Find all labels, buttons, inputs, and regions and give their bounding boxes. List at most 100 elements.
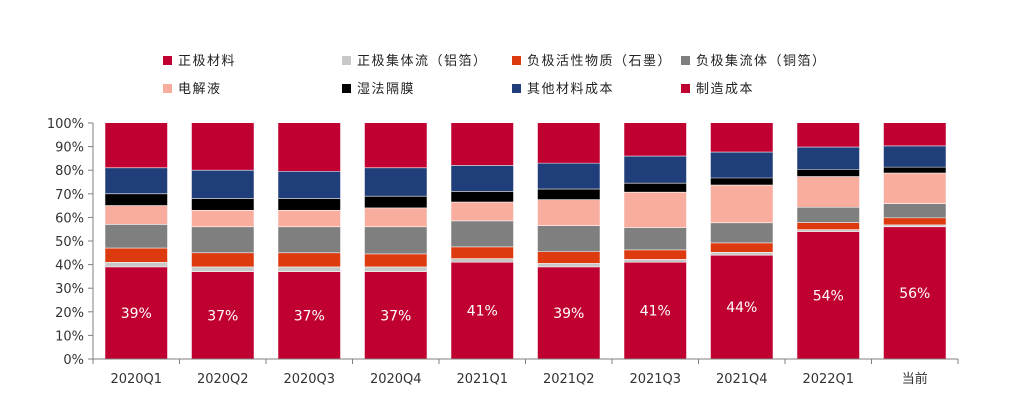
legend-label: 负极集流体（铜箔） (696, 53, 827, 69)
bar-segment (537, 225, 600, 252)
bar-stack: 37% (191, 123, 254, 359)
bar-segment (105, 167, 168, 194)
bar-segment (451, 191, 514, 203)
bar-segment (364, 271, 427, 359)
y-tick-label: 90% (55, 141, 84, 156)
y-tick-label: 30% (55, 282, 84, 297)
legend-swatch (342, 56, 351, 65)
legend-item: 湿法隔膜 (342, 82, 415, 97)
bar-segment (624, 123, 687, 157)
bar-segment (278, 210, 341, 227)
bar-segment (624, 249, 687, 260)
x-tick-label: 2020Q4 (370, 372, 422, 387)
x-tick-label: 2022Q1 (802, 372, 854, 387)
data-label: 54% (813, 288, 844, 304)
bar-segment (624, 259, 687, 263)
data-label: 41% (467, 304, 498, 320)
bar-segment (451, 220, 514, 247)
bar-segment (451, 202, 514, 221)
x-tick-label: 2021Q4 (716, 372, 768, 387)
legend-label: 电解液 (178, 82, 222, 97)
bar-segment (278, 226, 341, 253)
bar-segment (883, 123, 946, 146)
bar-segment (537, 266, 600, 359)
bar-segment (278, 271, 341, 359)
x-tick-label: 2021Q1 (456, 372, 508, 387)
bar-segment (364, 196, 427, 208)
bar-stack: 44% (710, 123, 773, 359)
bar-segment (451, 123, 514, 166)
bar-stack: 37% (278, 123, 341, 359)
data-label: 44% (726, 300, 757, 316)
x-tick-label: 2020Q2 (197, 372, 249, 387)
y-axis: 0% 10% 20% 30% 40% 50% 60% 70% 80% 90% 100% (47, 117, 94, 368)
bar-segment (105, 123, 168, 168)
bar-segment (278, 198, 341, 211)
bar-segment (451, 246, 514, 259)
bar-stack: 39% (537, 123, 600, 359)
legend-label: 湿法隔膜 (357, 82, 415, 97)
bar-segment (883, 173, 946, 204)
legend-label: 制造成本 (696, 82, 754, 97)
bar-segment (278, 252, 341, 267)
x-tick-label: 2020Q3 (283, 372, 335, 387)
bar-segment (883, 224, 946, 227)
bar-segment (883, 145, 946, 168)
bar-segment (191, 271, 254, 359)
bar-segment (105, 205, 168, 225)
legend-item: 正极材料 (163, 54, 236, 69)
data-label: 41% (640, 304, 671, 320)
bar-segment (105, 266, 168, 359)
bar-segment (105, 262, 168, 267)
bar-segment (451, 258, 514, 263)
bar-segment (710, 177, 773, 186)
bar-segment (537, 163, 600, 190)
legend-swatch (681, 56, 690, 65)
legend-label: 负极活性物质（石墨） (527, 54, 672, 69)
bar-stack: 37% (364, 123, 427, 359)
bar-segment (797, 176, 860, 208)
bar-segment (710, 185, 773, 223)
bar-segment (710, 255, 773, 359)
bar-segment (364, 253, 427, 267)
bars: 39% 37% 37% 37% 41% 39% 41% 44% 54% 56% (105, 123, 946, 359)
bar-segment (883, 167, 946, 174)
legend-label: 正极集体流（铝箔） (357, 53, 488, 69)
bar-segment (191, 123, 254, 171)
bar-segment (191, 226, 254, 253)
bar-segment (191, 170, 254, 199)
legend-item: 制造成本 (681, 82, 754, 97)
bar-segment (797, 123, 860, 148)
bar-segment (364, 266, 427, 272)
y-tick-label: 10% (55, 329, 84, 344)
y-tick-label: 50% (55, 235, 84, 250)
bar-segment (797, 229, 860, 232)
legend-item: 负极活性物质（石墨） (512, 54, 672, 69)
bar-segment (537, 189, 600, 200)
bar-segment (710, 123, 773, 153)
bar-segment (797, 231, 860, 359)
bar-segment (883, 217, 946, 225)
bar-segment (451, 262, 514, 359)
y-tick-label: 40% (55, 259, 84, 274)
bar-segment (710, 242, 773, 253)
bar-segment (364, 226, 427, 254)
data-label: 37% (380, 308, 411, 324)
bar-segment (537, 251, 600, 264)
bar-segment (883, 203, 946, 218)
bar-segment (797, 222, 860, 230)
bar-segment (105, 193, 168, 206)
bar-segment (451, 165, 514, 192)
data-label: 37% (207, 308, 238, 324)
bar-segment (364, 207, 427, 227)
legend-swatch (512, 84, 521, 93)
bar-segment (624, 262, 687, 359)
bar-segment (537, 263, 600, 267)
data-label: 56% (899, 286, 930, 302)
bar-segment (797, 147, 860, 170)
y-tick-label: 60% (55, 211, 84, 226)
legend-label: 正极材料 (178, 54, 236, 69)
bar-segment (191, 252, 254, 267)
legend-swatch (342, 84, 351, 93)
